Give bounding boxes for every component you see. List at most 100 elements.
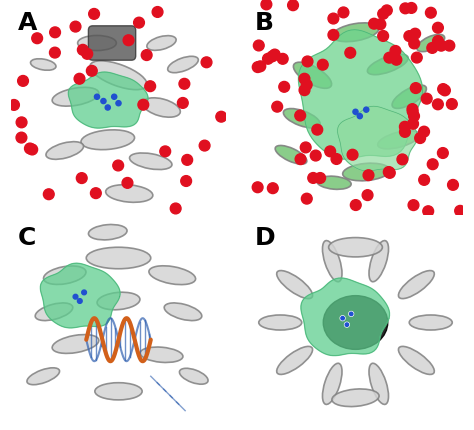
Circle shape — [409, 111, 419, 121]
Circle shape — [328, 30, 339, 40]
Circle shape — [390, 46, 401, 56]
Ellipse shape — [46, 141, 83, 160]
Circle shape — [27, 144, 37, 155]
Circle shape — [438, 147, 448, 158]
Circle shape — [411, 52, 422, 63]
Circle shape — [308, 172, 319, 183]
Ellipse shape — [378, 131, 419, 149]
Circle shape — [455, 206, 465, 216]
Circle shape — [94, 94, 100, 99]
Circle shape — [384, 52, 395, 63]
Circle shape — [363, 170, 374, 181]
Circle shape — [295, 154, 306, 165]
Circle shape — [408, 118, 419, 129]
Ellipse shape — [52, 335, 99, 353]
Ellipse shape — [328, 237, 383, 257]
Circle shape — [134, 17, 145, 28]
Ellipse shape — [140, 347, 183, 362]
Circle shape — [301, 194, 312, 204]
Circle shape — [427, 43, 438, 53]
Ellipse shape — [143, 98, 180, 117]
Circle shape — [350, 200, 361, 210]
Circle shape — [423, 206, 434, 217]
Circle shape — [338, 7, 349, 18]
Circle shape — [400, 126, 410, 137]
Circle shape — [279, 81, 290, 92]
Circle shape — [105, 105, 110, 110]
Circle shape — [428, 159, 438, 169]
Ellipse shape — [417, 34, 445, 52]
Ellipse shape — [35, 303, 73, 321]
Ellipse shape — [164, 303, 202, 321]
Circle shape — [404, 31, 415, 41]
Circle shape — [101, 98, 106, 104]
Circle shape — [349, 311, 354, 316]
Circle shape — [397, 154, 408, 165]
Circle shape — [378, 31, 389, 41]
Ellipse shape — [30, 59, 56, 70]
Circle shape — [50, 27, 61, 38]
Circle shape — [426, 7, 436, 18]
Circle shape — [73, 294, 78, 299]
Circle shape — [349, 312, 353, 316]
Circle shape — [263, 53, 273, 64]
Circle shape — [315, 172, 326, 183]
Ellipse shape — [399, 270, 434, 298]
Ellipse shape — [332, 389, 379, 406]
Ellipse shape — [90, 61, 147, 90]
Ellipse shape — [147, 36, 176, 50]
Circle shape — [44, 189, 54, 200]
Circle shape — [407, 106, 418, 117]
Ellipse shape — [95, 383, 142, 400]
Circle shape — [32, 33, 43, 43]
Circle shape — [409, 38, 419, 49]
Circle shape — [325, 146, 336, 157]
Ellipse shape — [317, 176, 351, 189]
Circle shape — [123, 35, 134, 46]
Circle shape — [267, 51, 278, 61]
Circle shape — [179, 78, 190, 89]
Circle shape — [421, 93, 432, 104]
Circle shape — [299, 85, 310, 95]
Ellipse shape — [277, 347, 312, 375]
Ellipse shape — [369, 240, 389, 282]
Circle shape — [299, 74, 310, 84]
Circle shape — [439, 85, 450, 96]
Circle shape — [269, 49, 280, 60]
Circle shape — [177, 98, 188, 108]
Circle shape — [255, 61, 265, 72]
Circle shape — [170, 203, 181, 214]
Circle shape — [369, 18, 380, 29]
Ellipse shape — [129, 153, 172, 169]
Ellipse shape — [369, 363, 389, 405]
Ellipse shape — [332, 23, 379, 42]
Circle shape — [408, 200, 419, 211]
Ellipse shape — [277, 270, 312, 298]
Circle shape — [89, 9, 100, 19]
Circle shape — [375, 19, 386, 30]
Ellipse shape — [343, 163, 390, 181]
Circle shape — [400, 121, 410, 132]
Circle shape — [77, 44, 88, 55]
Circle shape — [277, 53, 288, 64]
Circle shape — [18, 76, 28, 86]
Circle shape — [295, 110, 306, 121]
Circle shape — [345, 323, 348, 326]
Ellipse shape — [44, 266, 86, 285]
Circle shape — [384, 168, 395, 178]
Circle shape — [410, 28, 420, 39]
Circle shape — [160, 146, 171, 157]
Circle shape — [9, 100, 19, 111]
Ellipse shape — [399, 347, 434, 375]
Circle shape — [288, 0, 299, 11]
Circle shape — [340, 316, 345, 321]
Ellipse shape — [392, 85, 427, 108]
Circle shape — [436, 40, 447, 51]
Text: B: B — [255, 11, 273, 35]
Circle shape — [419, 126, 429, 137]
Circle shape — [82, 49, 92, 59]
Circle shape — [25, 143, 35, 154]
Circle shape — [49, 47, 60, 58]
Circle shape — [382, 5, 392, 16]
Circle shape — [252, 62, 263, 73]
